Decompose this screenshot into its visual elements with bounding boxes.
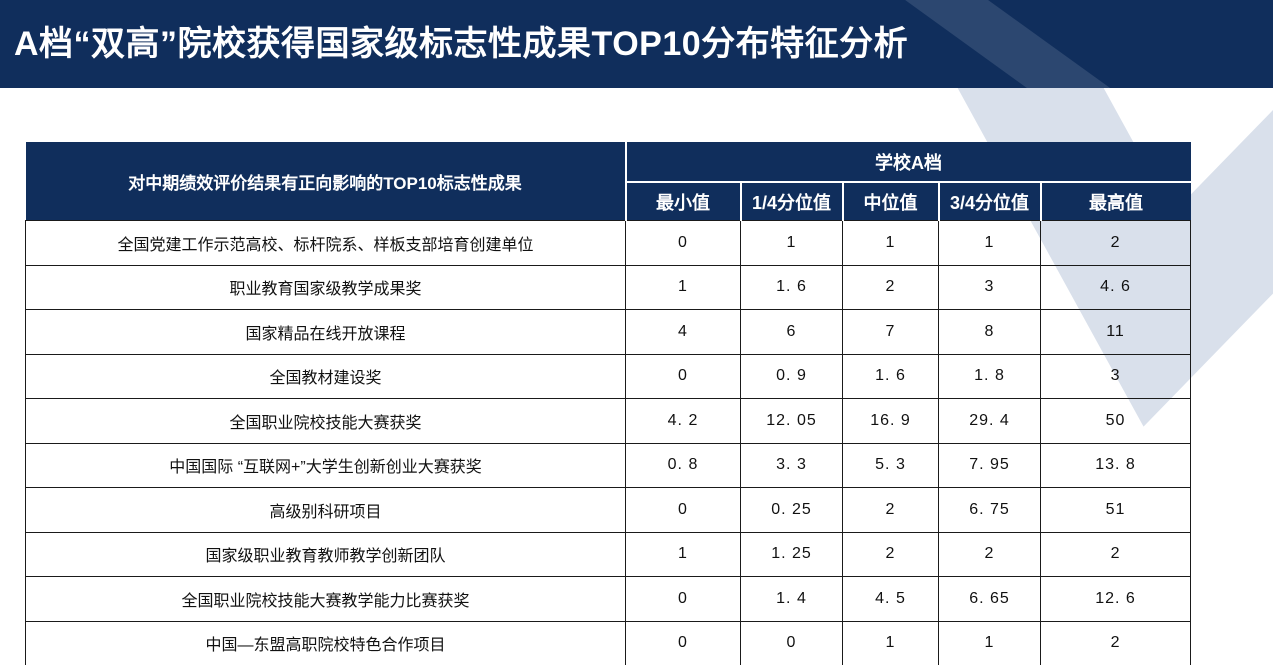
value-cell: 16. 9 — [842, 398, 939, 444]
row-label: 高级别科研项目 — [25, 487, 626, 533]
value-cell: 5. 3 — [842, 442, 939, 488]
row-label: 全国职业院校技能大赛教学能力比赛获奖 — [25, 576, 626, 622]
row-label: 中国—东盟高职院校特色合作项目 — [25, 620, 626, 665]
value-cell: 2 — [1039, 620, 1192, 665]
value-cell: 6 — [740, 309, 843, 355]
table-body: 全国党建工作示范高校、标杆院系、样板支部培育创建单位 0 1 1 1 2 职业教… — [25, 220, 1192, 665]
column-header-q1: 1/4分位值 — [739, 182, 843, 221]
value-cell: 3. 3 — [740, 442, 843, 488]
table-row: 国家精品在线开放课程 4 6 7 8 11 — [25, 309, 1192, 355]
value-cell: 3 — [938, 264, 1041, 310]
value-cell: 1 — [938, 620, 1041, 665]
column-header-max: 最高值 — [1039, 182, 1191, 221]
value-cell: 1 — [625, 264, 741, 310]
value-cell: 2 — [1039, 220, 1192, 266]
value-cell: 1 — [842, 220, 939, 266]
column-header-row: 最小值 1/4分位值 中位值 3/4分位值 最高值 — [26, 182, 1191, 221]
value-cell: 7. 95 — [938, 442, 1041, 488]
value-cell: 50 — [1039, 398, 1192, 444]
value-cell: 0 — [625, 576, 741, 622]
value-cell: 3 — [1039, 353, 1192, 399]
value-cell: 0 — [625, 487, 741, 533]
table-row: 国家级职业教育教师教学创新团队 1 1. 25 2 2 2 — [25, 531, 1192, 577]
value-cell: 11 — [1039, 309, 1192, 355]
value-cell: 4 — [625, 309, 741, 355]
value-cell: 12. 6 — [1039, 576, 1192, 622]
value-cell: 2 — [1039, 531, 1192, 577]
column-header-q3: 3/4分位值 — [937, 182, 1041, 221]
table-row: 高级别科研项目 0 0. 25 2 6. 75 51 — [25, 487, 1192, 533]
value-cell: 1 — [842, 620, 939, 665]
title-banner: A档“双高”院校获得国家级标志性成果TOP10分布特征分析 — [0, 0, 1273, 88]
value-cell: 4. 5 — [842, 576, 939, 622]
value-cell: 2 — [842, 487, 939, 533]
value-cell: 13. 8 — [1039, 442, 1192, 488]
value-cell: 1 — [625, 531, 741, 577]
table-row: 全国职业院校技能大赛教学能力比赛获奖 0 1. 4 4. 5 6. 65 12.… — [25, 576, 1192, 622]
row-label: 中国国际 “互联网+”大学生创新创业大赛获奖 — [25, 442, 626, 488]
value-cell: 1 — [740, 220, 843, 266]
value-cell: 12. 05 — [740, 398, 843, 444]
value-cell: 6. 65 — [938, 576, 1041, 622]
column-header-min: 最小值 — [624, 182, 741, 221]
value-cell: 0. 25 — [740, 487, 843, 533]
row-label: 全国教材建设奖 — [25, 353, 626, 399]
value-cell: 0 — [625, 353, 741, 399]
value-cell: 1. 25 — [740, 531, 843, 577]
value-cell: 2 — [842, 264, 939, 310]
table-row: 全国党建工作示范高校、标杆院系、样板支部培育创建单位 0 1 1 1 2 — [25, 220, 1192, 266]
stats-table: 对中期绩效评价结果有正向影响的TOP10标志性成果 学校A档 最小值 1/4分位… — [25, 142, 1192, 665]
table-row: 全国职业院校技能大赛获奖 4. 2 12. 05 16. 9 29. 4 50 — [25, 398, 1192, 444]
value-cell: 0. 9 — [740, 353, 843, 399]
table-row: 中国国际 “互联网+”大学生创新创业大赛获奖 0. 8 3. 3 5. 3 7.… — [25, 442, 1192, 488]
table-row: 职业教育国家级教学成果奖 1 1. 6 2 3 4. 6 — [25, 264, 1192, 310]
table-header: 对中期绩效评价结果有正向影响的TOP10标志性成果 学校A档 最小值 1/4分位… — [25, 142, 1191, 221]
value-cell: 0 — [625, 620, 741, 665]
value-cell: 1 — [938, 220, 1041, 266]
row-label: 职业教育国家级教学成果奖 — [25, 264, 626, 310]
value-cell: 4. 6 — [1039, 264, 1192, 310]
value-cell: 1. 6 — [740, 264, 843, 310]
value-cell: 1. 4 — [740, 576, 843, 622]
value-cell: 6. 75 — [938, 487, 1041, 533]
value-cell: 4. 2 — [625, 398, 741, 444]
row-label: 国家级职业教育教师教学创新团队 — [25, 531, 626, 577]
table-row: 中国—东盟高职院校特色合作项目 0 0 1 1 2 — [25, 620, 1192, 665]
value-cell: 7 — [842, 309, 939, 355]
row-label: 全国职业院校技能大赛获奖 — [25, 398, 626, 444]
value-cell: 2 — [938, 531, 1041, 577]
group-header-cell: 学校A档 — [624, 142, 1191, 183]
row-label: 全国党建工作示范高校、标杆院系、样板支部培育创建单位 — [25, 220, 626, 266]
value-cell: 0 — [625, 220, 741, 266]
value-cell: 0. 8 — [625, 442, 741, 488]
column-header-median: 中位值 — [841, 182, 939, 221]
value-cell: 1. 8 — [938, 353, 1041, 399]
value-cell: 0 — [740, 620, 843, 665]
value-cell: 8 — [938, 309, 1041, 355]
value-cell: 51 — [1039, 487, 1192, 533]
slide-title: A档“双高”院校获得国家级标志性成果TOP10分布特征分析 — [14, 25, 909, 63]
row-label: 国家精品在线开放课程 — [25, 309, 626, 355]
row-header-cell: 对中期绩效评价结果有正向影响的TOP10标志性成果 — [25, 142, 626, 221]
value-cell: 1. 6 — [842, 353, 939, 399]
table-row: 全国教材建设奖 0 0. 9 1. 6 1. 8 3 — [25, 353, 1192, 399]
group-header-row: 对中期绩效评价结果有正向影响的TOP10标志性成果 学校A档 — [25, 142, 1191, 221]
value-cell: 2 — [842, 531, 939, 577]
value-cell: 29. 4 — [938, 398, 1041, 444]
